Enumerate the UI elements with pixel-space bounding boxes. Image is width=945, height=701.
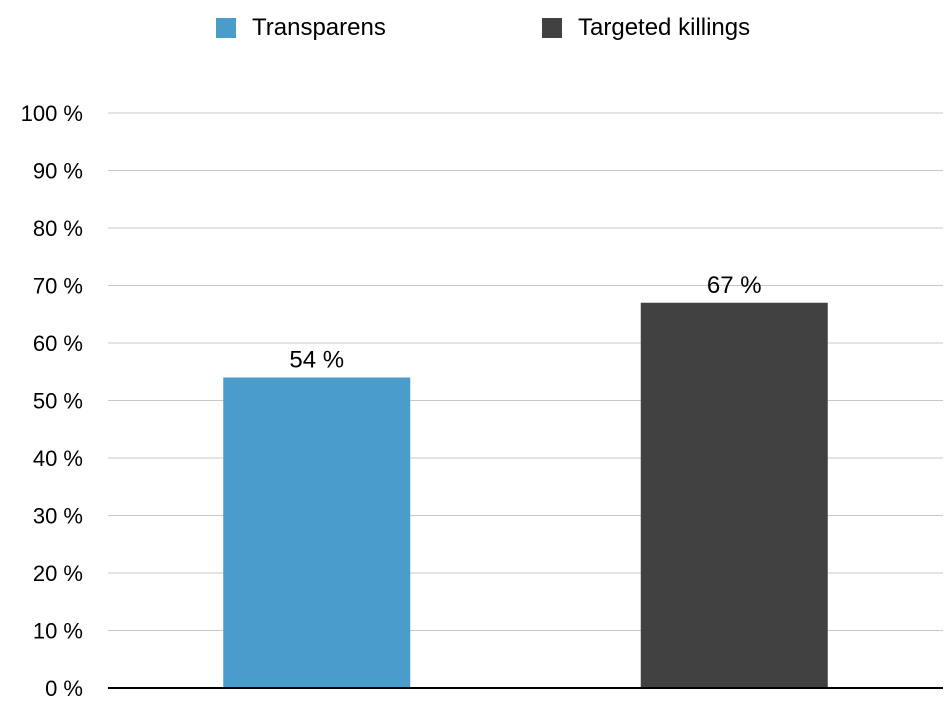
y-axis-ticks: 0 % 10 % 20 % 30 % 40 % 50 % 60 % 70 % 80 % 90 % 1… xyxy=(21,101,83,701)
value-labels: 54 % 67 % xyxy=(289,272,761,374)
bar-transparens xyxy=(223,377,411,688)
chart-legend: Transparens Targeted killings xyxy=(0,14,945,44)
y-tick-label: 60 % xyxy=(33,331,83,356)
y-tick-label: 30 % xyxy=(33,504,83,529)
legend-swatch-transparens xyxy=(216,18,236,38)
y-tick-label: 80 % xyxy=(33,216,83,241)
legend-item-transparens: Transparens xyxy=(216,14,386,42)
y-tick-label: 50 % xyxy=(33,389,83,414)
value-label: 54 % xyxy=(289,347,344,374)
y-tick-label: 20 % xyxy=(33,561,83,586)
y-tick-label: 90 % xyxy=(33,159,83,184)
y-tick-label: 40 % xyxy=(33,446,83,471)
y-tick-label: 70 % xyxy=(33,274,83,299)
legend-label-transparens: Transparens xyxy=(252,14,386,41)
value-label: 67 % xyxy=(707,272,762,299)
y-tick-label: 0 % xyxy=(45,676,83,701)
bars xyxy=(223,302,828,688)
legend-swatch-targeted-killings xyxy=(542,18,562,38)
y-tick-label: 10 % xyxy=(33,619,83,644)
bar-targeted-killings xyxy=(640,302,828,688)
legend-item-targeted-killings: Targeted killings xyxy=(542,14,750,42)
legend-label-targeted-killings: Targeted killings xyxy=(578,14,751,41)
y-tick-label: 100 % xyxy=(21,101,83,126)
